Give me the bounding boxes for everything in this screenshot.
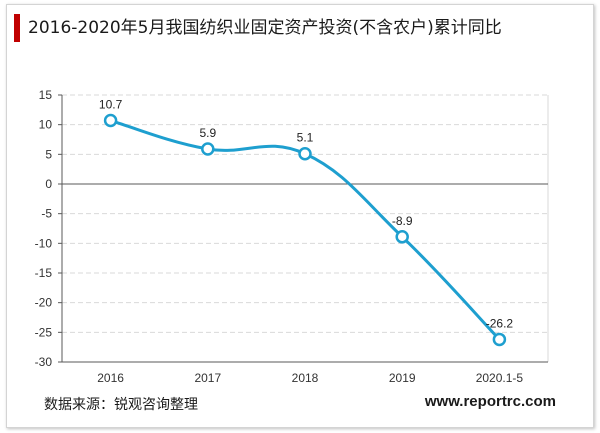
y-tick-label: -30 xyxy=(35,355,53,369)
y-tick-label: -5 xyxy=(41,207,52,221)
data-points xyxy=(103,113,507,347)
data-labels: 10.7 5.9 5.1 -8.9 -26.2 xyxy=(99,98,513,331)
y-tick-label: -25 xyxy=(35,325,53,339)
chart-frame xyxy=(6,4,594,428)
y-tick-label: 10 xyxy=(39,118,53,132)
data-point xyxy=(395,230,409,244)
x-axis-ticks: 2016 2017 2018 2019 2020.1-5 xyxy=(97,371,523,385)
website-link[interactable]: www.reportrc.com xyxy=(424,393,556,410)
y-tick-label: 15 xyxy=(39,88,53,102)
y-axis-ticks: 15 10 5 0 -5 -10 -15 -20 -25 -30 xyxy=(35,88,53,369)
x-tick-label: 2017 xyxy=(194,371,221,385)
y-tick-label: -15 xyxy=(35,266,53,280)
x-tick-label: 2020.1-5 xyxy=(476,371,524,385)
data-label: -8.9 xyxy=(392,214,413,228)
data-label: 5.9 xyxy=(199,126,216,140)
data-label: -26.2 xyxy=(486,316,514,330)
x-tick-label: 2018 xyxy=(292,371,319,385)
y-tick-label: -10 xyxy=(35,236,53,250)
y-tick-label: 5 xyxy=(45,147,52,161)
data-label: 5.1 xyxy=(297,131,314,145)
data-point xyxy=(492,332,507,347)
data-point xyxy=(103,113,118,128)
axes xyxy=(58,94,549,363)
y-tick-label: 0 xyxy=(45,177,52,191)
data-label: 10.7 xyxy=(99,98,123,112)
title-accent-bar xyxy=(14,14,20,42)
x-tick-label: 2016 xyxy=(97,371,124,385)
data-source: 数据来源：锐观咨询整理 xyxy=(44,397,198,413)
y-tick-label: -20 xyxy=(35,296,53,310)
data-point xyxy=(298,146,312,161)
chart-title: 2016-2020年5月我国纺织业固定资产投资(不含农户)累计同比 xyxy=(28,18,502,38)
data-point xyxy=(201,142,215,156)
x-tick-label: 2019 xyxy=(389,371,416,385)
